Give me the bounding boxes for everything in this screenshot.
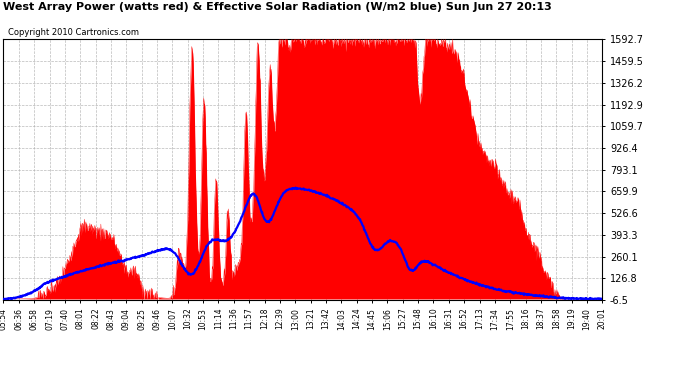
Text: West Array Power (watts red) & Effective Solar Radiation (W/m2 blue) Sun Jun 27 : West Array Power (watts red) & Effective… — [3, 2, 552, 12]
Text: Copyright 2010 Cartronics.com: Copyright 2010 Cartronics.com — [8, 28, 139, 37]
